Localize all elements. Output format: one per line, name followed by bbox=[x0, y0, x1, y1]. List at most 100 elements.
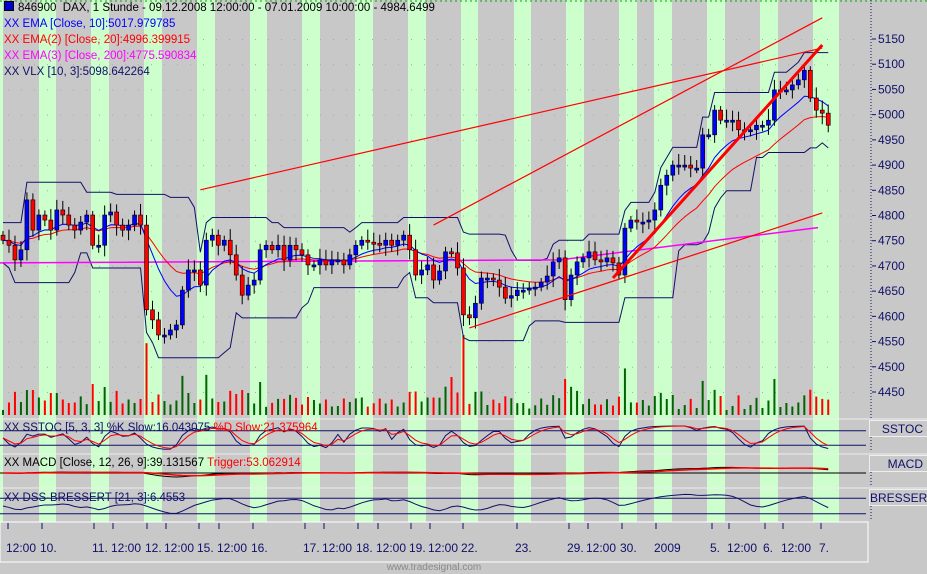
price-axis bbox=[866, 0, 927, 420]
volume-bar bbox=[247, 393, 250, 415]
gridline-dot bbox=[593, 240, 594, 242]
gridline-dot bbox=[671, 64, 672, 66]
gridline-dot bbox=[164, 291, 165, 293]
gridline-dot bbox=[749, 316, 750, 318]
gridline-dot bbox=[47, 139, 48, 141]
gridline-dot bbox=[177, 114, 178, 116]
gridline-dot bbox=[294, 39, 295, 40]
gridline-dot bbox=[307, 89, 308, 91]
gridline-dot bbox=[47, 215, 48, 217]
gridline-dot bbox=[554, 291, 555, 293]
panel-label-dss[interactable]: BRESSERT bbox=[869, 489, 927, 506]
gridline-dot bbox=[541, 316, 542, 318]
gridline-dot bbox=[281, 291, 282, 293]
gridline-dot bbox=[125, 64, 126, 66]
candle-body bbox=[329, 259, 335, 266]
gridline-dot bbox=[619, 341, 620, 343]
gridline-dot bbox=[723, 114, 724, 116]
gridline-dot bbox=[294, 316, 295, 318]
gridline-dot bbox=[385, 215, 386, 217]
candle-body bbox=[562, 257, 568, 301]
gridline-dot bbox=[112, 265, 113, 267]
candle-body bbox=[162, 334, 167, 338]
gridline-dot bbox=[437, 240, 438, 242]
volume-bar bbox=[510, 398, 513, 415]
gridline-dot bbox=[762, 114, 763, 116]
candle-body bbox=[491, 277, 496, 281]
gridline-dot bbox=[372, 165, 373, 167]
gridline-dot bbox=[723, 165, 724, 167]
gridline-dot bbox=[853, 341, 854, 343]
gridline-dot bbox=[151, 139, 152, 141]
gridline-dot bbox=[619, 139, 620, 141]
gridline-dot bbox=[47, 39, 48, 40]
gridline-dot bbox=[619, 215, 620, 217]
gridline-dot bbox=[411, 392, 412, 394]
sstoc-title[interactable]: XX SSTOC [5, 3, 3] %K Slow:16.043075 %D … bbox=[4, 422, 318, 434]
gridline-dot bbox=[333, 89, 334, 91]
gridline-dot bbox=[86, 366, 87, 368]
volume-bar bbox=[546, 404, 549, 415]
gridline-dot bbox=[697, 366, 698, 368]
gridline-dot bbox=[242, 190, 243, 192]
gridline-dot bbox=[372, 366, 373, 368]
gridline-dot bbox=[125, 39, 126, 40]
gridline-dot bbox=[515, 341, 516, 343]
gridline-dot bbox=[385, 190, 386, 192]
gridline-dot bbox=[736, 39, 737, 40]
gridline-dot bbox=[541, 89, 542, 91]
gridline-dot bbox=[554, 165, 555, 167]
macd-title[interactable]: XX MACD [Close, 12, 26, 9]:39.131567 Tri… bbox=[4, 457, 301, 469]
gridline-dot bbox=[203, 341, 204, 343]
legend-ema10[interactable]: XX EMA [Close, 10]:5017.979785 bbox=[4, 18, 176, 30]
gridline-dot bbox=[762, 215, 763, 217]
legend-vlx[interactable]: XX VLX [10, 3]:5098.642264 bbox=[4, 66, 150, 78]
dss-title[interactable]: XX DSS-BRESSERT [21, 3]:6.4553 bbox=[4, 492, 186, 504]
gridline-dot bbox=[281, 392, 282, 394]
xtick-label: 12:00 bbox=[586, 541, 616, 555]
candle-body bbox=[598, 259, 604, 263]
gridline-dot bbox=[476, 89, 477, 91]
gridline-dot bbox=[47, 366, 48, 368]
gridline-dot bbox=[177, 64, 178, 66]
panel-label-macd[interactable]: MACD bbox=[869, 455, 927, 472]
gridline-dot bbox=[138, 39, 139, 40]
gridline-dot bbox=[21, 316, 22, 318]
gridline-dot bbox=[684, 316, 685, 318]
gridline-dot bbox=[593, 265, 594, 267]
session-stripe bbox=[144, 0, 162, 522]
gridline-dot bbox=[788, 291, 789, 293]
candle-body bbox=[718, 109, 723, 121]
gridline-dot bbox=[606, 392, 607, 394]
volume-bar bbox=[749, 405, 752, 415]
gridline-dot bbox=[788, 190, 789, 192]
gridline-dot bbox=[749, 392, 750, 394]
gridline-dot bbox=[255, 392, 256, 394]
gridline-dot bbox=[112, 89, 113, 91]
gridline-dot bbox=[203, 392, 204, 394]
candle-body bbox=[772, 89, 777, 121]
gridline-dot bbox=[567, 39, 568, 40]
gridline-dot bbox=[671, 265, 672, 267]
legend-ema20[interactable]: XX EMA(2) [Close, 20]:4996.399915 bbox=[4, 34, 191, 46]
gridline-dot bbox=[268, 190, 269, 192]
gridline-dot bbox=[216, 265, 217, 267]
gridline-dot bbox=[749, 114, 750, 116]
gridline-dot bbox=[8, 190, 9, 192]
gridline-dot bbox=[21, 190, 22, 192]
gridline-dot bbox=[21, 165, 22, 167]
gridline-dot bbox=[99, 114, 100, 116]
panel-label-sstoc[interactable]: SSTOC bbox=[869, 420, 927, 437]
volume-bar bbox=[19, 402, 22, 415]
legend-ema200[interactable]: XX EMA(3) [Close, 200]:4775.590834 bbox=[4, 50, 197, 62]
gridline-dot bbox=[34, 114, 35, 116]
volume-bar bbox=[426, 397, 429, 415]
gridline-dot bbox=[775, 64, 776, 66]
gridline-dot bbox=[840, 165, 841, 167]
gridline-dot bbox=[34, 265, 35, 267]
gridline-dot bbox=[476, 64, 477, 66]
gridline-dot bbox=[294, 240, 295, 242]
gridline-dot bbox=[255, 89, 256, 91]
gridline-dot bbox=[723, 89, 724, 91]
